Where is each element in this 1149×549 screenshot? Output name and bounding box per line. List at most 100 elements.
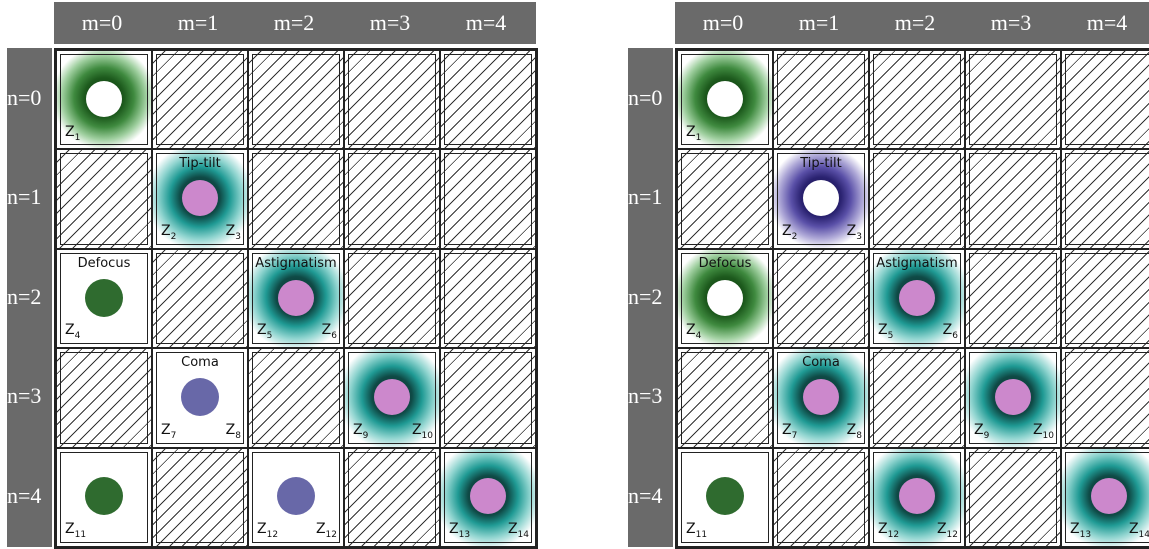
green-ring-disk: [707, 279, 743, 316]
z-subscript: 13: [458, 529, 471, 540]
empty-cell: [1061, 248, 1149, 349]
empty-cell: [869, 50, 965, 150]
empty-cell: [440, 348, 536, 448]
empty-cell: [773, 50, 869, 150]
slate-dot-disk: [181, 377, 219, 416]
z-symbol: Z: [225, 222, 236, 239]
z-symbol: Z: [161, 421, 171, 438]
z-subscript: 5: [266, 331, 273, 342]
mode-cell: Coma Z7 Z8: [773, 348, 869, 448]
zernike-index-label: Z1: [686, 124, 701, 143]
mode-cell: Z13 Z14: [1061, 447, 1149, 547]
green-dot-disk: [85, 477, 123, 516]
zernike-index-label: Z3: [847, 223, 862, 242]
z-subscript: 11: [74, 529, 87, 540]
teal-pink-disk: [374, 378, 410, 415]
z-symbol: Z: [1032, 421, 1043, 438]
empty-cell: [248, 348, 344, 448]
mode-cell: Z1: [677, 50, 773, 150]
column-header-m3: m=3: [369, 10, 411, 35]
z-symbol: Z: [686, 521, 696, 538]
empty-cell: [773, 447, 869, 547]
mode-label: Coma: [802, 355, 840, 371]
teal-pink-disk: [995, 378, 1031, 415]
teal-pink-disk: [470, 478, 506, 515]
z-symbol: Z: [507, 521, 518, 538]
row-header-n3: n=3: [628, 383, 663, 409]
z-symbol: Z: [878, 521, 888, 538]
empty-cell: [773, 248, 869, 349]
mode-cell: Tip-tilt Z2 Z3: [152, 149, 248, 249]
zernike-index-label: Z5: [257, 322, 272, 341]
zernike-index-label: Z9: [353, 422, 368, 441]
mode-cell: Defocus Z4: [677, 248, 773, 349]
zernike-index-label: Z12: [257, 521, 278, 540]
teal-pink-disk: [1091, 478, 1127, 515]
row-header-n4: n=4: [628, 482, 663, 508]
indigo-ring-disk: [803, 180, 839, 217]
row-header-n0: n=0: [628, 85, 663, 110]
zernike-index-label: Z12: [878, 521, 899, 540]
z-symbol: Z: [65, 521, 75, 538]
teal-pink-disk: [899, 478, 935, 515]
zernike-index-label: Z11: [65, 521, 86, 540]
column-header-m0: m=0: [702, 10, 744, 35]
green-dot-disk: [706, 477, 744, 516]
zernike-index-label: Z6: [943, 322, 958, 341]
zernike-index-label: Z8: [226, 422, 241, 441]
z-subscript: 6: [331, 331, 337, 342]
z-symbol: Z: [449, 521, 459, 538]
mode-label: Astigmatism: [876, 255, 958, 271]
zernike-index-label: Z5: [878, 322, 893, 341]
z-subscript: 10: [421, 430, 433, 441]
mode-cell: Z1: [56, 50, 152, 150]
teal-pink-disk: [803, 378, 839, 415]
mode-grid: Z1 Tip-tilt Z2 Z3 Defocus Z4 Astigmatism Z5 Z6 Co…: [675, 48, 1149, 549]
zernike-index-label: Z10: [1033, 422, 1054, 441]
mode-cell: Z13 Z14: [440, 447, 536, 547]
green-ring-disk: [707, 80, 743, 117]
z-subscript: 12: [325, 529, 337, 540]
zernike-index-label: Z1: [65, 124, 80, 143]
empty-cell: [1061, 348, 1149, 448]
z-symbol: Z: [65, 123, 75, 140]
row-header-n1: n=1: [628, 184, 663, 210]
empty-cell: [344, 248, 440, 349]
zernike-index-label: Z14: [508, 521, 529, 540]
z-subscript: 1: [74, 132, 81, 143]
z-symbol: Z: [686, 322, 696, 339]
column-header-m2: m=2: [894, 10, 936, 35]
empty-cell: [965, 248, 1061, 349]
z-subscript: 7: [791, 430, 798, 441]
mode-cell: Coma Z7 Z8: [152, 348, 248, 448]
mode-label: Defocus: [77, 255, 131, 271]
z-symbol: Z: [878, 322, 888, 339]
row-header-bar: n=0 n=1 n=2 n=3 n=4: [7, 48, 52, 547]
z-subscript: 3: [856, 231, 862, 242]
z-subscript: 9: [362, 430, 369, 441]
green-ring-disk: [86, 80, 122, 117]
z-symbol: Z: [936, 521, 947, 538]
teal-pink-disk: [182, 180, 218, 217]
zernike-index-label: Z2: [782, 223, 797, 242]
zernike-index-label: Z12: [316, 521, 337, 540]
row-header-n1: n=1: [7, 184, 42, 210]
mode-cell: Z9 Z10: [965, 348, 1061, 448]
mode-label: Tip-tilt: [800, 156, 842, 172]
z-subscript: 12: [887, 529, 900, 540]
zernike-index-label: Z13: [449, 521, 470, 540]
column-header-m2: m=2: [273, 10, 315, 35]
empty-cell: [344, 149, 440, 249]
z-subscript: 3: [235, 231, 241, 242]
zernike-index-label: Z12: [937, 521, 958, 540]
empty-cell: [677, 149, 773, 249]
z-symbol: Z: [846, 421, 857, 438]
z-symbol: Z: [1070, 521, 1080, 538]
zernike-index-label: Z2: [161, 223, 176, 242]
mode-cell: Astigmatism Z5 Z6: [248, 248, 344, 349]
z-symbol: Z: [782, 222, 792, 239]
empty-cell: [152, 248, 248, 349]
empty-cell: [440, 50, 536, 150]
zernike-index-label: Z11: [686, 521, 707, 540]
zernike-index-label: Z4: [686, 322, 701, 341]
